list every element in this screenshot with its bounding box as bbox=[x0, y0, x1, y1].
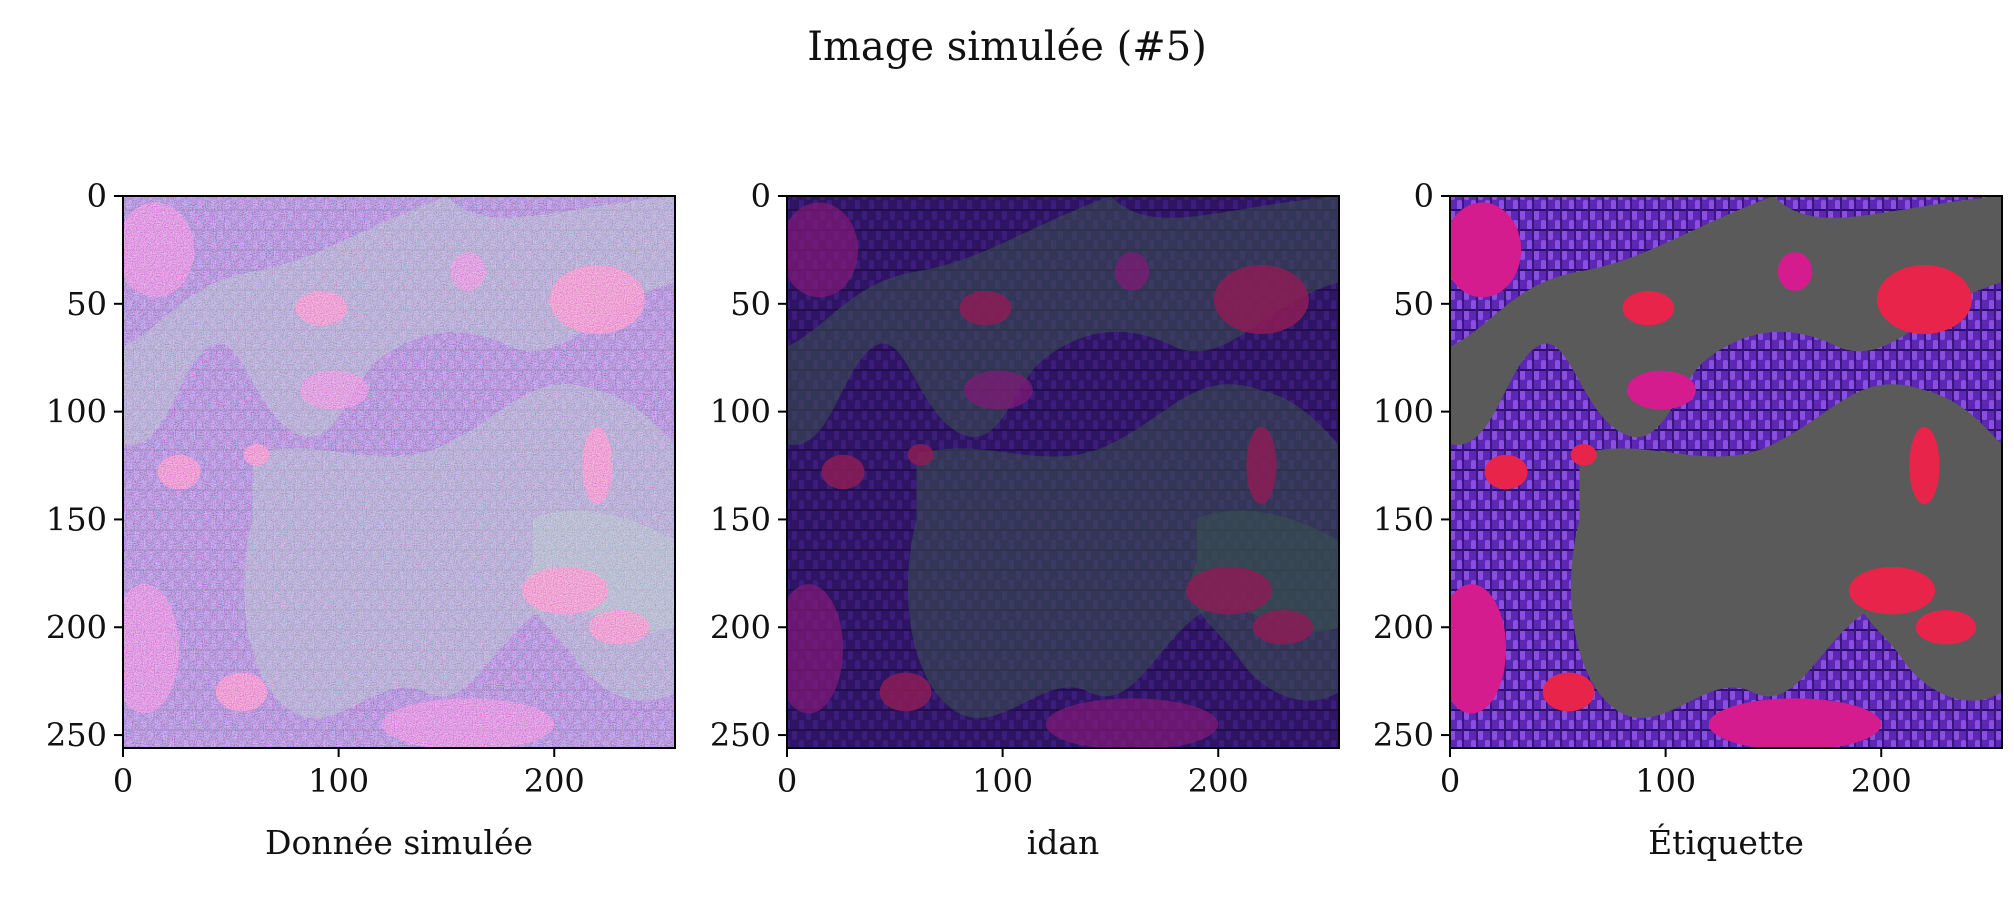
panel-3: 0 100 200 0 50 100 150 200 250 Étiquette bbox=[1373, 177, 2003, 862]
magenta-patch bbox=[1626, 370, 1696, 410]
panel-2: 0 100 200 0 50 100 150 200 250 idan bbox=[710, 177, 1340, 862]
y-tick-label: 150 bbox=[1373, 500, 1434, 538]
y-tick-label: 100 bbox=[1373, 393, 1434, 431]
x-axis-label: Étiquette bbox=[1648, 822, 1804, 862]
y-tick-label: 100 bbox=[710, 393, 771, 431]
red-patch bbox=[1909, 426, 1940, 505]
leaf-region bbox=[1570, 384, 2002, 718]
y-tick-label: 200 bbox=[1373, 608, 1434, 646]
x-tick-label: 0 bbox=[777, 762, 797, 800]
red-patch bbox=[1876, 265, 1972, 334]
y-tick-label: 0 bbox=[751, 177, 771, 215]
axes-frame bbox=[1449, 195, 2003, 749]
figure-title: Image simulée (#5) bbox=[807, 24, 1207, 70]
y-tick-label: 150 bbox=[46, 500, 107, 538]
red-patch bbox=[1570, 443, 1597, 466]
y-tick-label: 250 bbox=[1373, 716, 1434, 754]
magenta-patch bbox=[1450, 584, 1507, 714]
red-patch bbox=[1622, 290, 1675, 326]
panel-1: 0 100 200 0 50 100 150 200 250 Donnée simulée bbox=[46, 177, 676, 862]
image-2 bbox=[787, 196, 1339, 748]
axes-frame bbox=[122, 195, 676, 749]
magenta-patch bbox=[1450, 202, 1522, 298]
y-tick-label: 250 bbox=[46, 716, 107, 754]
y-tick-label: 150 bbox=[710, 500, 771, 538]
y-tick-label: 50 bbox=[1393, 285, 1434, 323]
magenta-patch bbox=[1777, 252, 1813, 291]
x-tick-label: 0 bbox=[1440, 762, 1460, 800]
x-tick-label: 0 bbox=[113, 762, 133, 800]
x-axis-label: idan bbox=[1027, 823, 1100, 862]
x-tick-label: 200 bbox=[524, 762, 585, 800]
y-tick-label: 250 bbox=[710, 716, 771, 754]
x-tick-label: 100 bbox=[1635, 762, 1696, 800]
x-tick-label: 100 bbox=[972, 762, 1033, 800]
x-tick-label: 200 bbox=[1851, 762, 1912, 800]
red-patch bbox=[1848, 566, 1936, 615]
red-patch bbox=[1542, 672, 1595, 712]
y-tick-label: 50 bbox=[730, 285, 771, 323]
x-axis-label: Donnée simulée bbox=[265, 823, 533, 862]
x-tick-label: 200 bbox=[1188, 762, 1249, 800]
leaf-region bbox=[1450, 196, 2002, 445]
image-3 bbox=[1450, 196, 2002, 748]
y-tick-label: 0 bbox=[1414, 177, 1434, 215]
image-1 bbox=[123, 196, 675, 748]
y-tick-label: 200 bbox=[710, 608, 771, 646]
x-tick-label: 100 bbox=[308, 762, 369, 800]
y-tick-label: 200 bbox=[46, 608, 107, 646]
noise-overlay bbox=[123, 196, 675, 748]
magenta-patch bbox=[1708, 698, 1882, 748]
red-patch bbox=[1915, 610, 1977, 645]
texture-overlay bbox=[787, 196, 1339, 748]
scene bbox=[1450, 196, 2002, 748]
y-tick-label: 100 bbox=[46, 393, 107, 431]
leaf-region bbox=[1853, 510, 2002, 701]
axes-frame bbox=[786, 195, 1340, 749]
y-tick-label: 50 bbox=[66, 285, 107, 323]
red-patch bbox=[1484, 454, 1528, 490]
y-tick-label: 0 bbox=[87, 177, 107, 215]
